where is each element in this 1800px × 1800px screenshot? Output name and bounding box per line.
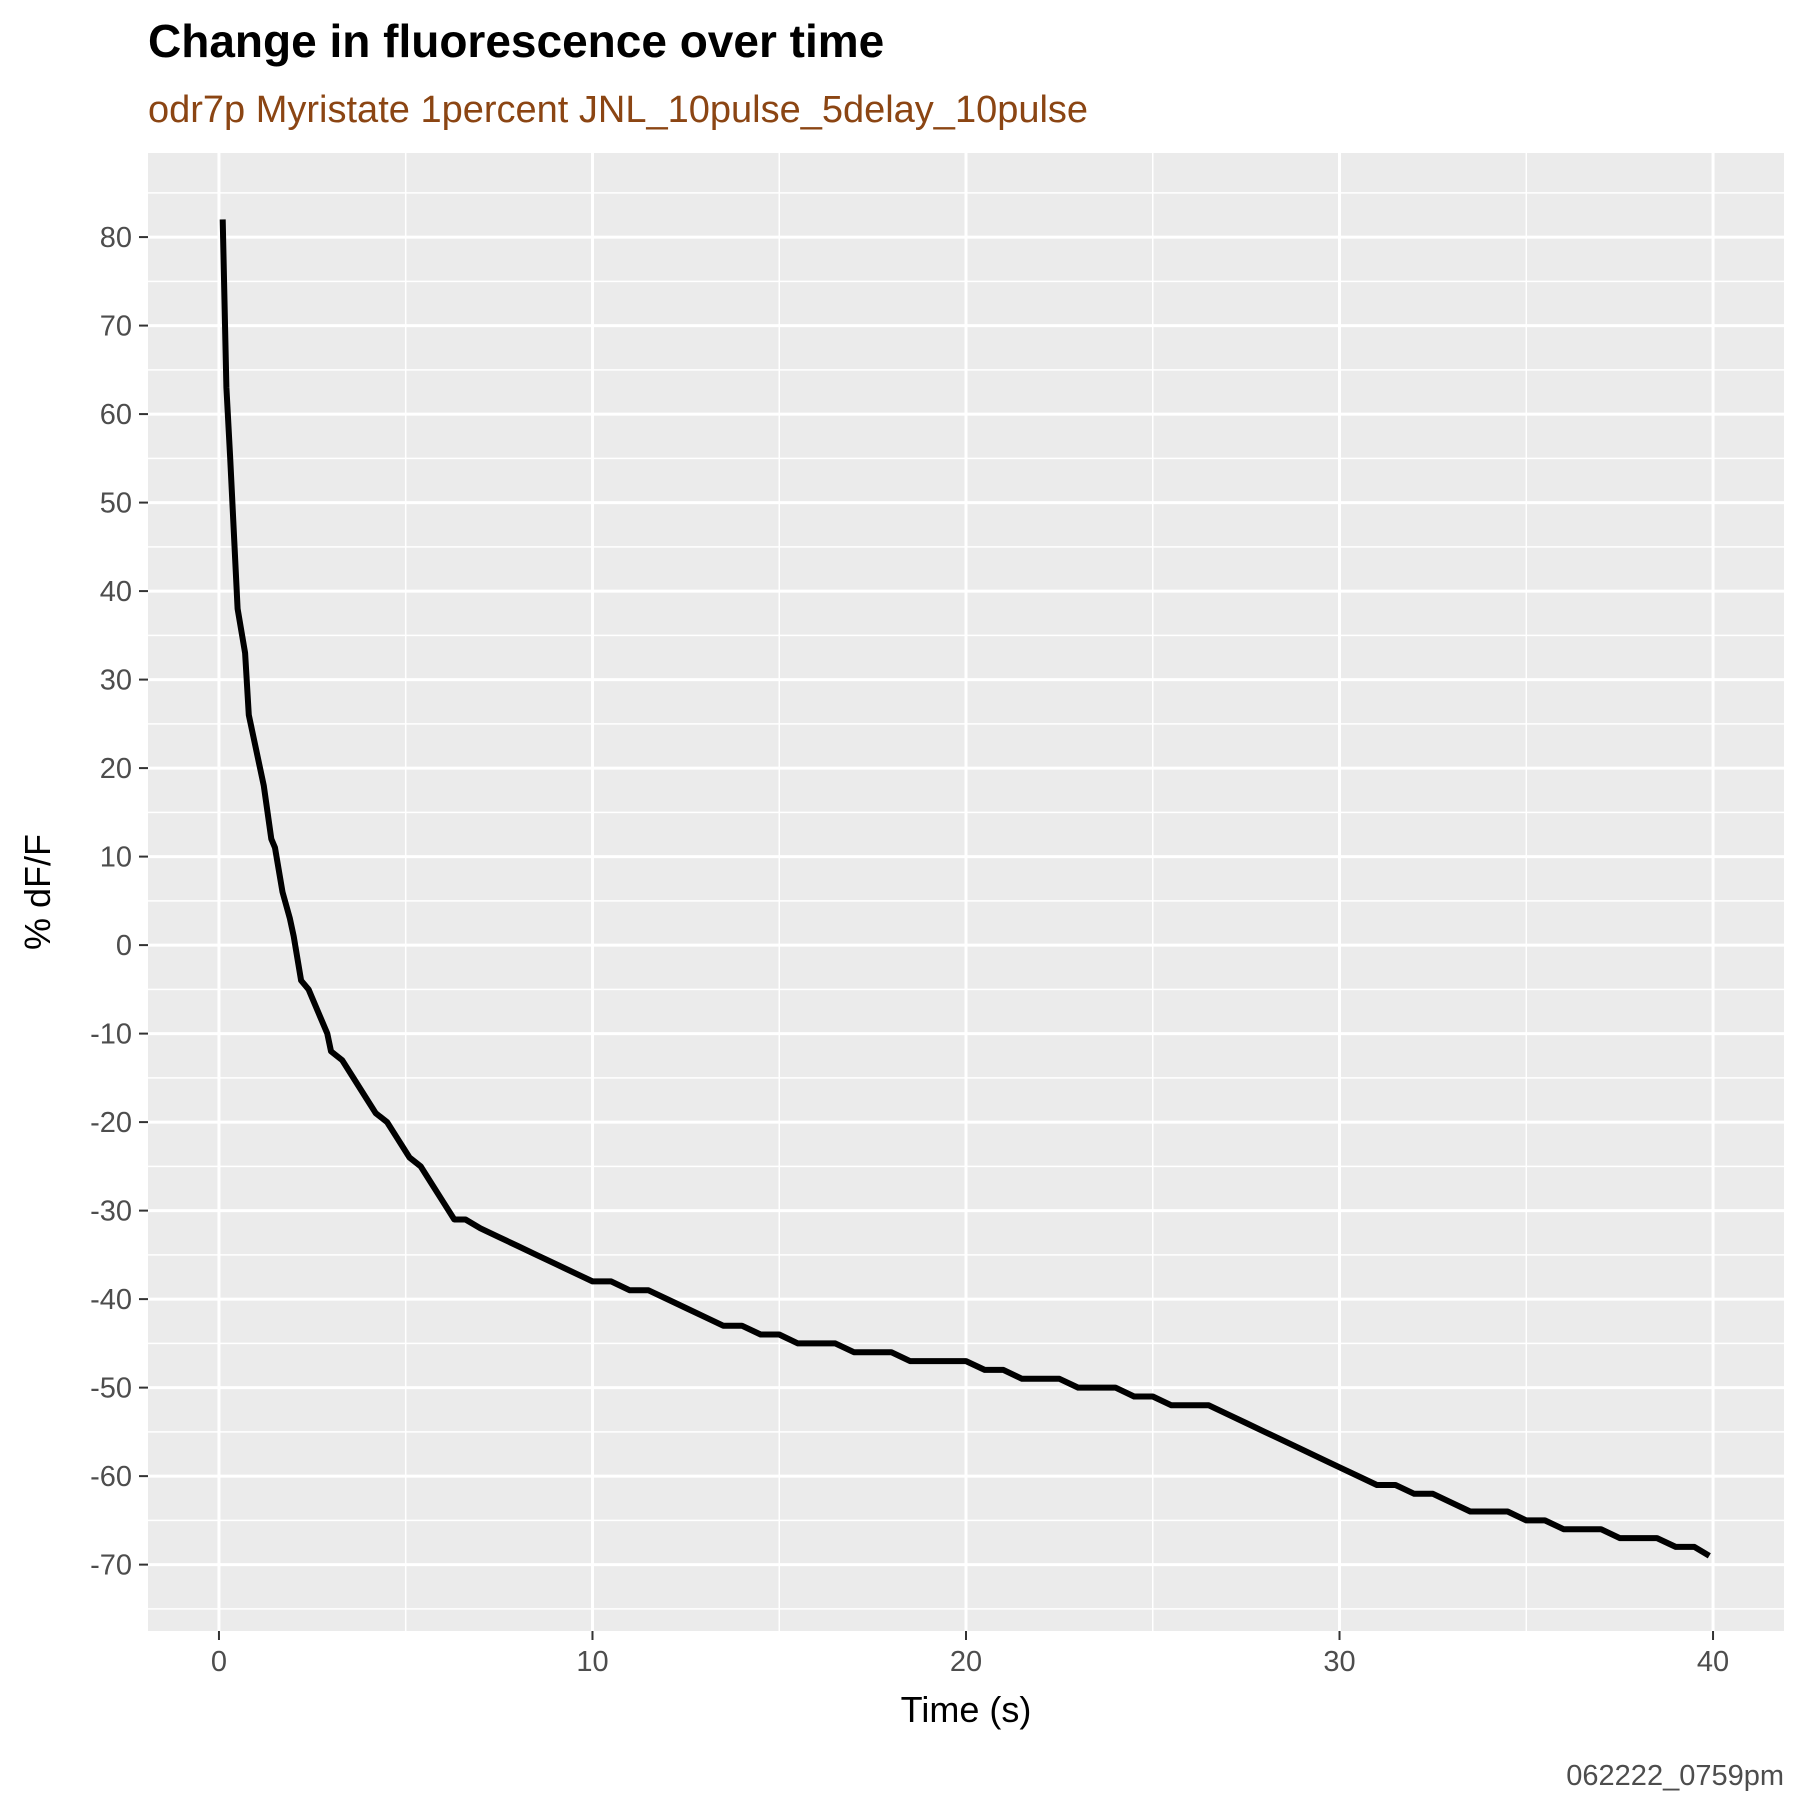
x-axis: 0 10 20 30 40 [211,1631,1729,1678]
x-axis-title: Time (s) [901,1689,1032,1730]
x-tick-label: 0 [211,1646,227,1678]
x-tick-label: 20 [950,1646,982,1678]
chart-title: Change in fluorescence over time [148,15,884,67]
series-layer [219,219,1711,1559]
y-tick-label: -30 [90,1196,132,1228]
y-tick-label: 30 [100,665,132,697]
y-tick-label: -40 [90,1284,132,1316]
chart-subtitle: odr7p Myristate 1percent JNL_10pulse_5de… [148,89,1088,131]
y-tick-label: -20 [90,1107,132,1139]
series-line [219,219,1711,1559]
x-tick-label: 30 [1323,1646,1355,1678]
y-tick-label: 10 [100,842,132,874]
y-tick-label: 50 [100,488,132,520]
y-tick-label: 70 [100,311,132,343]
x-tick-label: 10 [576,1646,608,1678]
y-tick-label: -60 [90,1461,132,1493]
y-tick-label: -10 [90,1019,132,1051]
y-axis: 80 70 60 50 40 30 20 10 0 -10 -20 -30 -40 -50 -60 -70 [90,222,148,1582]
major-gridlines [148,153,1784,1631]
y-tick-label: 80 [100,222,132,254]
y-axis-title: % dF/F [17,834,58,950]
y-tick-label: 20 [100,753,132,785]
y-tick-label: 40 [100,576,132,608]
y-tick-label: -50 [90,1373,132,1405]
chart-caption: 062222_0759pm [1566,1760,1784,1792]
x-tick-label: 40 [1697,1646,1729,1678]
y-tick-label: 0 [116,930,132,962]
y-tick-label: 60 [100,399,132,431]
y-tick-label: -70 [90,1550,132,1582]
